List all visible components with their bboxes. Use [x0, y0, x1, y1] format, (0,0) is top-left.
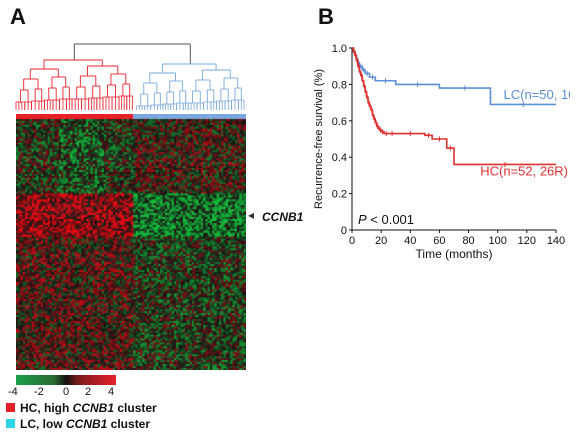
y-tick-label: 0.6 [332, 116, 347, 128]
legend-lc-suffix: cluster [107, 417, 151, 431]
legend-swatch-hc [6, 403, 15, 412]
panel-b-letter: B [318, 4, 334, 29]
legend-hc-gene: CCNB1 [72, 401, 115, 415]
x-tick-label: 120 [518, 235, 536, 247]
cluster-dendrogram [15, 43, 245, 110]
legend-hc-prefix: HC, high [20, 401, 73, 415]
x-tick-label: 80 [462, 235, 474, 247]
legend-item-hc: HC, high CCNB1 cluster [6, 401, 157, 415]
y-tick-label: 0 [341, 225, 347, 237]
x-tick-label: 40 [404, 235, 416, 247]
y-tick-label: 0.4 [332, 152, 347, 164]
legend-hc-suffix: cluster [114, 401, 157, 415]
survival-chart: 0 20 40 60 80 100 120 140 0 0.2 0.4 0.6 0.8 1.0 Time (… [313, 43, 570, 261]
colorbar-tick: 4 [108, 386, 115, 398]
p-value: < 0.001 [367, 212, 414, 227]
panel-a-letter: A [10, 4, 26, 29]
legend-lc-gene: CCNB1 [66, 417, 108, 431]
x-tick-label: 140 [547, 235, 565, 247]
x-axis-label: Time (months) [416, 247, 493, 261]
colorbar-tick: -2 [34, 386, 44, 398]
colorbar-ticks: -4 -2 0 2 4 [8, 386, 128, 400]
x-tick-label: 60 [433, 235, 445, 247]
x-tick-label: 0 [349, 235, 355, 247]
survival-line-1 [352, 47, 556, 166]
legend-lc-prefix: LC, low [20, 417, 66, 431]
colorbar-tick: 0 [63, 386, 70, 398]
legend-item-lc: LC, low CCNB1 cluster [6, 417, 150, 431]
y-tick-label: 1.0 [332, 43, 347, 55]
gene-label: CCNB1 [262, 210, 304, 224]
p-symbol: P [358, 212, 367, 227]
expression-heatmap [16, 114, 246, 370]
gene-pointer-icon: ◂ [248, 208, 255, 222]
x-tick-label: 20 [375, 235, 387, 247]
legend-swatch-lc [6, 419, 15, 428]
y-tick-label: 0.2 [332, 189, 347, 201]
heatmap-colorbar [16, 375, 116, 385]
colorbar-tick: -4 [8, 386, 18, 398]
p-value-annotation: P < 0.001 [358, 212, 414, 227]
x-tick-label: 100 [489, 235, 507, 247]
series-label: HC(n=52, 26R) [480, 163, 568, 178]
colorbar-tick: 2 [85, 386, 92, 398]
y-axis-label: Recurrence-free survival (%) [313, 69, 325, 209]
series-label: LC(n=50, 10R) [504, 87, 570, 102]
y-tick-label: 0.8 [332, 79, 347, 91]
